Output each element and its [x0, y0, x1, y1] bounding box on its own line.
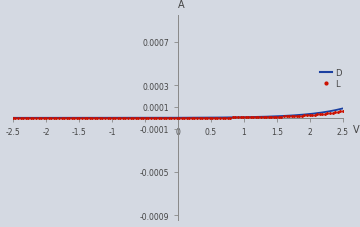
Y-axis label: A: A [178, 0, 184, 10]
Legend: D, L: D, L [316, 65, 345, 92]
X-axis label: V: V [353, 124, 359, 134]
